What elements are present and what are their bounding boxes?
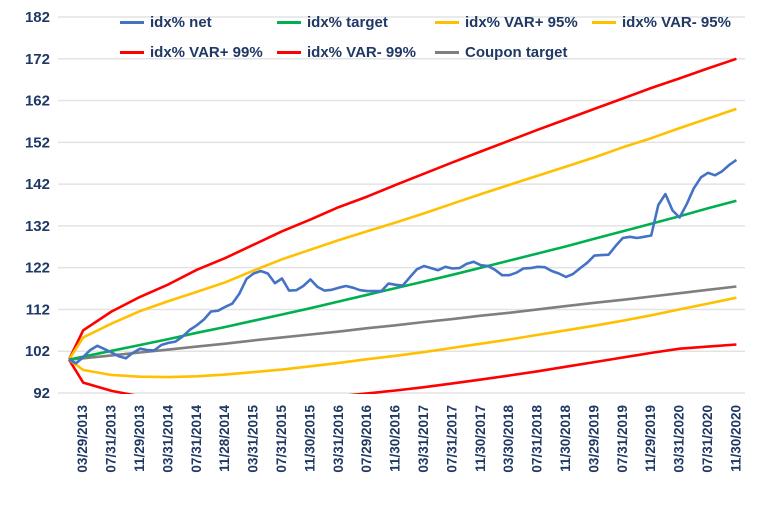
x-tick-label: 03/30/2018 <box>501 405 516 473</box>
x-tick-label: 03/31/2020 <box>672 405 687 473</box>
y-tick-label: 112 <box>26 301 50 318</box>
legend-swatch <box>277 21 301 24</box>
x-tick-label: 07/31/2015 <box>274 405 289 473</box>
x-tick-label: 03/31/2014 <box>160 405 175 473</box>
legend-swatch <box>120 51 144 54</box>
y-tick-label: 162 <box>25 93 50 110</box>
x-tick-label: 07/31/2019 <box>615 405 630 473</box>
legend-swatch <box>592 21 616 24</box>
legend-label: idx% VAR- 95% <box>622 14 731 31</box>
y-tick-label: 182 <box>25 9 50 26</box>
gridlines <box>58 16 745 394</box>
legend-swatch <box>435 21 459 24</box>
series-line-idx-var-95- <box>67 107 737 361</box>
x-axis-tick-labels: 03/29/2013 07/31/2013 11/29/2013 03/31/2014… <box>75 405 743 473</box>
legend-label: idx% VAR+ 99% <box>150 44 263 61</box>
legend-swatch <box>435 51 459 54</box>
series-line-idx-net <box>68 158 738 365</box>
legend-item-var-plus-99: idx% VAR+ 99% <box>120 44 263 61</box>
legend-swatch <box>120 21 144 24</box>
x-tick-label: 07/31/2014 <box>189 405 204 473</box>
y-axis-tick-labels: 182 172 162 152 142 132 122 112 102 92 <box>25 9 50 402</box>
x-tick-label: 03/29/2019 <box>586 405 601 473</box>
y-tick-label: 172 <box>25 51 50 68</box>
series-line-coupon-target <box>68 285 737 361</box>
x-tick-label: 03/31/2016 <box>331 405 346 473</box>
series-line-idx-var-99- <box>67 343 737 394</box>
x-tick-label: 03/31/2015 <box>246 405 261 473</box>
legend-item-var-minus-99: idx% VAR- 99% <box>277 44 416 61</box>
legend-label: idx% target <box>307 14 388 31</box>
series-lines <box>67 57 738 394</box>
x-tick-label: 03/31/2017 <box>416 405 431 473</box>
y-tick-label: 92 <box>33 385 50 402</box>
x-tick-label: 07/31/2018 <box>530 405 545 473</box>
x-tick-label: 11/30/2015 <box>302 405 317 472</box>
legend-label: idx% VAR- 99% <box>307 44 416 61</box>
y-tick-label: 142 <box>25 176 50 193</box>
x-tick-label: 11/30/2017 <box>473 405 488 472</box>
y-tick-label: 122 <box>25 260 50 277</box>
legend-swatch <box>277 51 301 54</box>
x-tick-label: 11/29/2019 <box>643 405 658 472</box>
legend-item-var-plus-95: idx% VAR+ 95% <box>435 14 578 31</box>
series-line-idx-target <box>68 199 737 361</box>
legend-item-coupon-target: Coupon target <box>435 44 568 61</box>
legend-label: idx% VAR+ 95% <box>465 14 578 31</box>
x-tick-label: 11/28/2014 <box>217 405 232 472</box>
series-line-idx-var-99- <box>67 57 737 361</box>
x-tick-label: 11/30/2020 <box>728 405 743 472</box>
legend-item-idx-target: idx% target <box>277 14 388 31</box>
x-tick-label: 07/29/2016 <box>359 405 374 473</box>
legend-label: idx% net <box>150 14 212 31</box>
x-tick-label: 07/31/2017 <box>444 405 459 473</box>
y-tick-label: 102 <box>25 343 50 360</box>
x-tick-label: 11/29/2013 <box>132 405 147 472</box>
legend-label: Coupon target <box>465 44 568 61</box>
legend-item-var-minus-95: idx% VAR- 95% <box>592 14 731 31</box>
y-tick-label: 152 <box>25 134 50 151</box>
legend-item-idx-net: idx% net <box>120 14 212 31</box>
y-tick-label: 132 <box>25 218 50 235</box>
series-line-idx-var-95- <box>68 296 737 379</box>
x-tick-label: 11/30/2016 <box>388 405 403 472</box>
x-tick-label: 11/30/2018 <box>558 405 573 472</box>
x-tick-label: 03/29/2013 <box>75 405 90 473</box>
x-tick-label: 07/31/2020 <box>700 405 715 473</box>
x-tick-label: 07/31/2013 <box>104 405 119 473</box>
